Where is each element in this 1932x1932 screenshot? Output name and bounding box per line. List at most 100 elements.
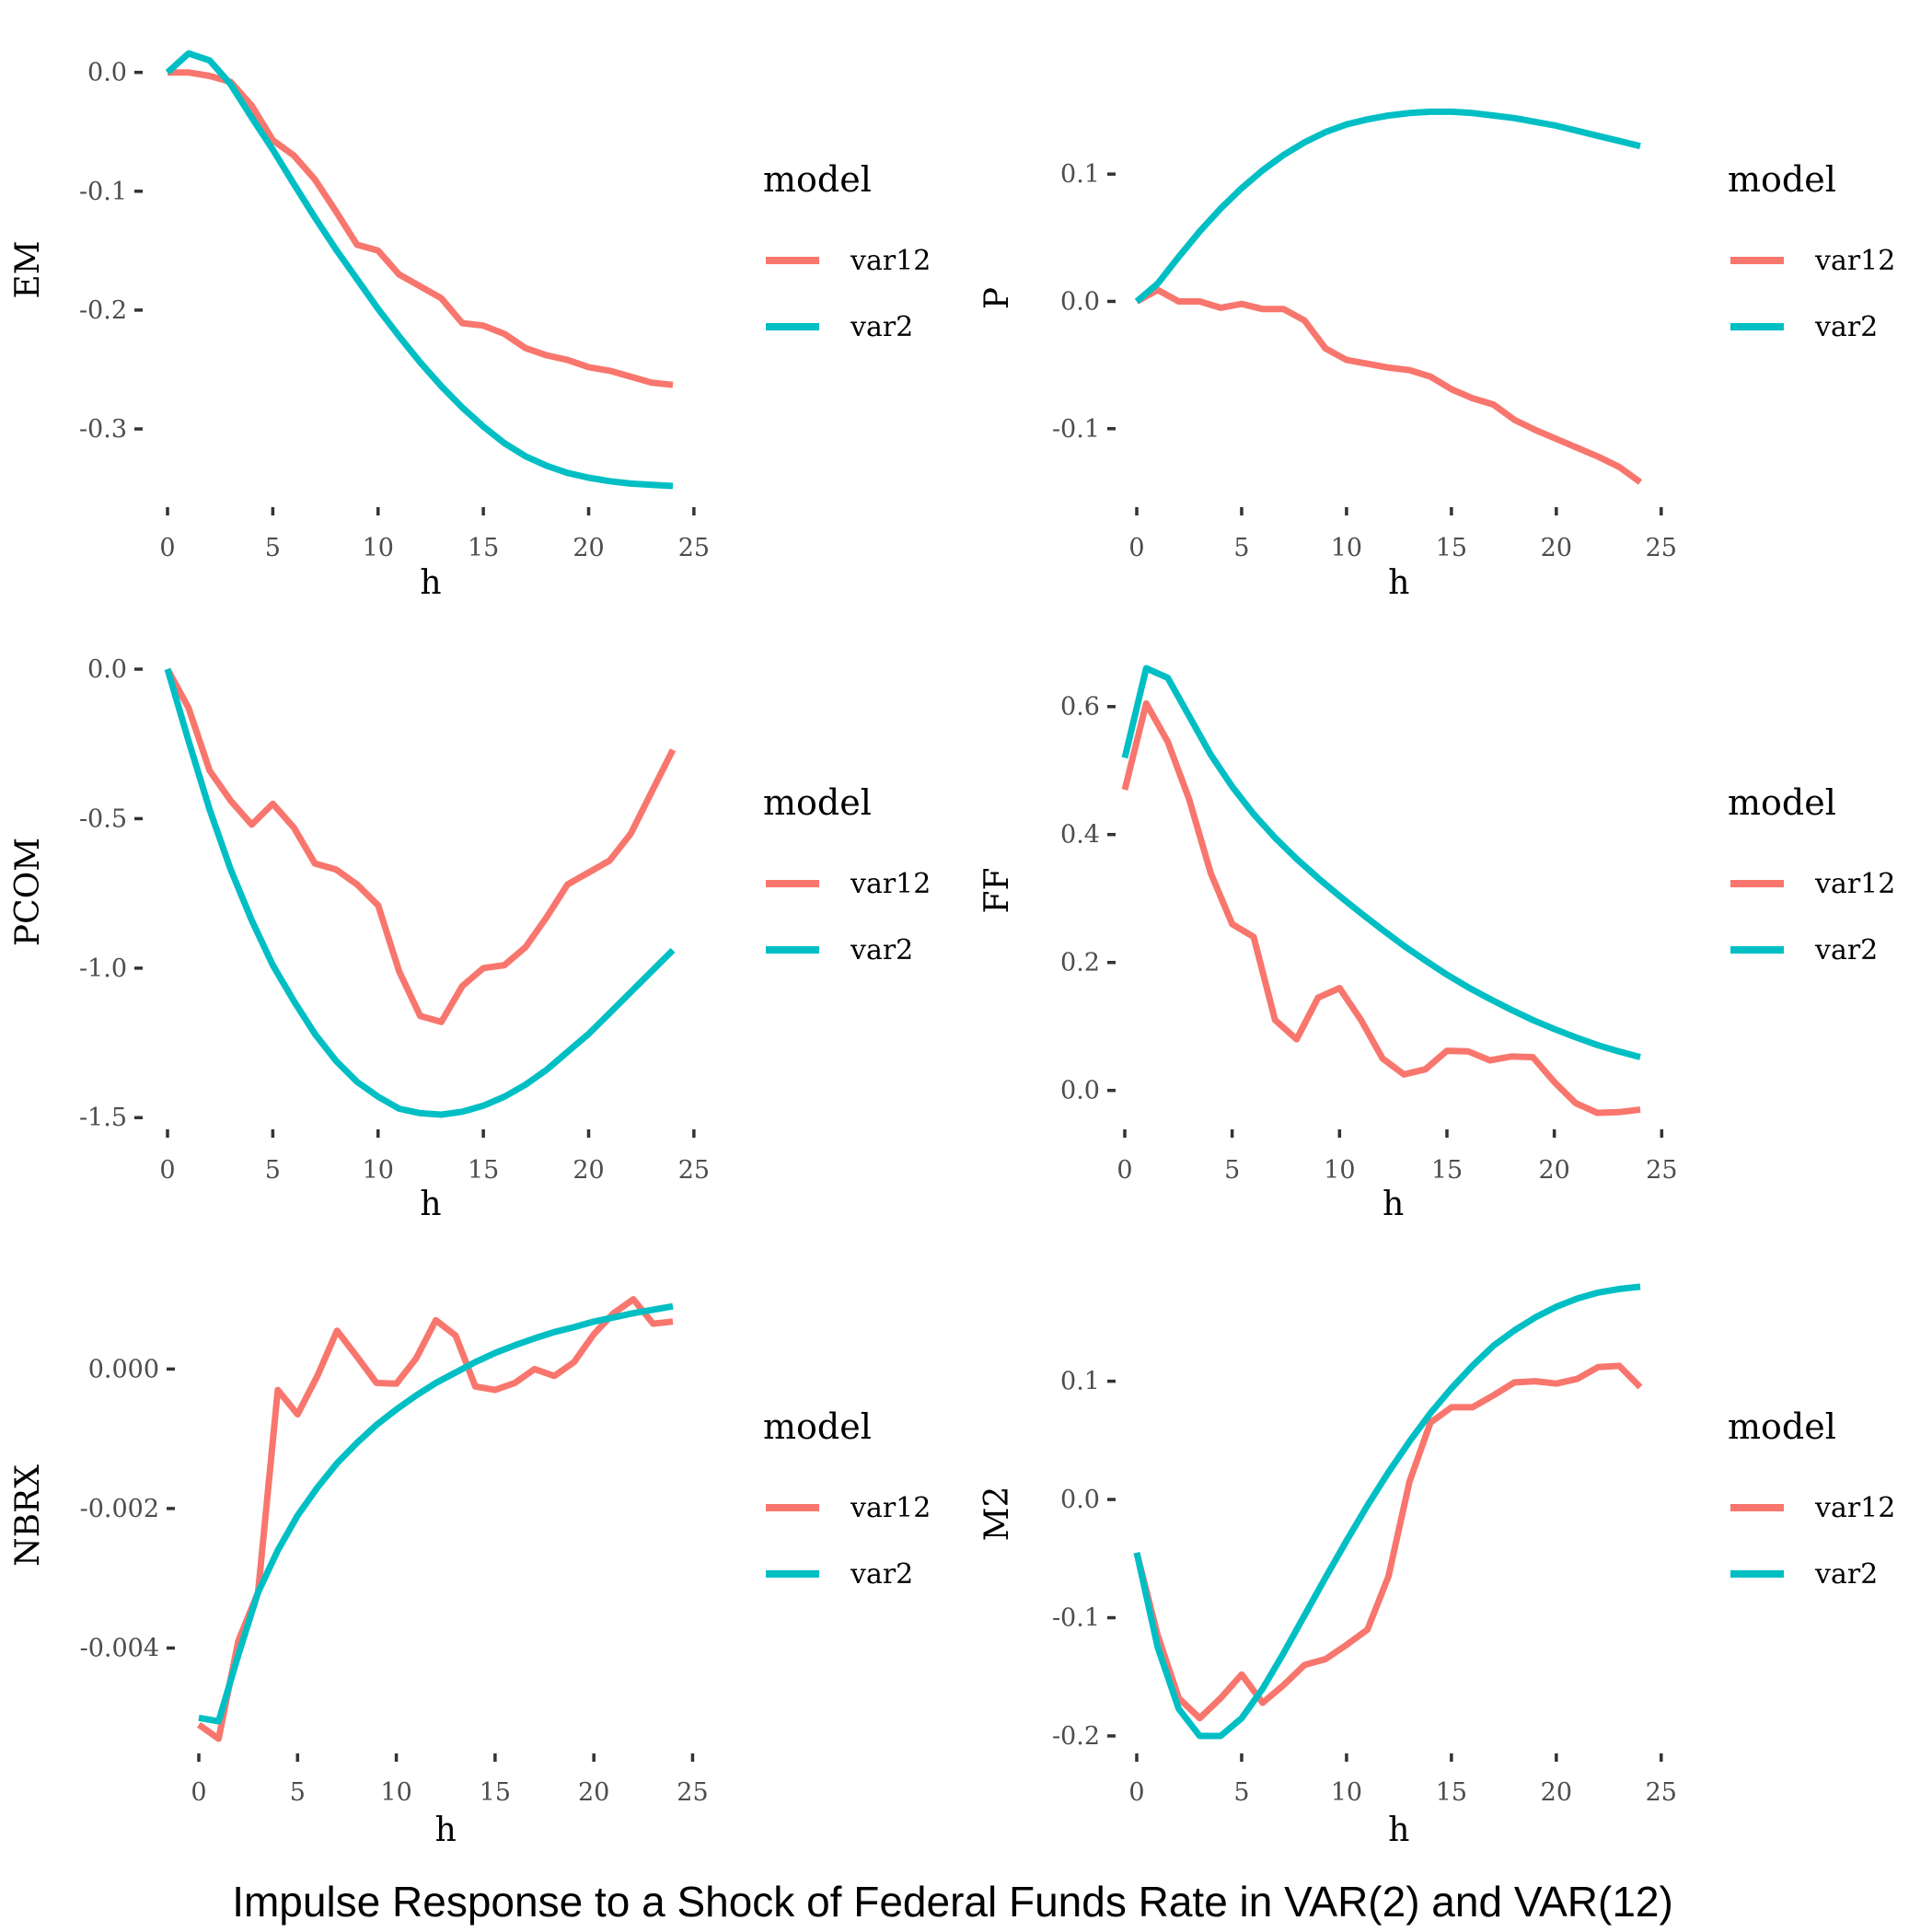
x-tick-label: 25 [1646,534,1677,562]
panel-nbrx: 0.000 -0.002 -0.004 0 5 10 15 20 25 h NBRX model var… [9,1296,931,1849]
series-line-var12 [1135,286,1643,485]
y-axis-title: PCOM [9,838,47,946]
y-tick-label: -0.1 [1052,1604,1100,1633]
x-tick-label: 20 [578,1778,609,1807]
legend-label-var12: var12 [1814,1492,1895,1524]
y-tick-label: 0.0 [87,59,127,87]
legend-label-var2: var2 [1814,1558,1878,1591]
y-tick-label: 0.4 [1060,821,1100,850]
y-axis-title: NBRX [9,1464,47,1567]
y-tick-label: 0.0 [1060,287,1100,316]
legend-label-var2: var2 [1814,311,1878,343]
y-tick-label: 0.2 [1060,949,1100,978]
y-tick-label: 0.6 [1060,693,1100,722]
x-tick-label: 0 [191,1778,206,1807]
legend-label-var2: var2 [850,934,913,966]
y-tick-label: -0.2 [1052,1722,1100,1751]
x-tick-label: 25 [1646,1778,1677,1807]
legend-title: model [763,1406,872,1447]
x-tick-label: 15 [1436,534,1467,562]
y-tick-label: -0.1 [79,178,127,206]
series-line-var2 [164,668,676,1118]
legend-label-var2: var2 [850,311,913,343]
x-axis-title: h [1382,1186,1404,1223]
series-line-var12 [164,667,677,1025]
legend-label-var12: var12 [850,1492,931,1524]
x-tick-label: 0 [1116,1156,1132,1185]
x-tick-label: 20 [573,1156,604,1185]
legend: model var12 var2 [763,782,931,966]
x-tick-label: 5 [265,1156,281,1185]
y-tick-label: 0.0 [87,655,127,684]
x-axis-title: h [1388,564,1409,602]
x-tick-label: 25 [677,1778,708,1807]
x-tick-label: 10 [1324,1156,1355,1185]
panel-pcom: 0.0 -0.5 -1.0 -1.5 0 5 10 15 20 25 h PCOM model var12… [9,655,931,1223]
series-line-var12 [1121,700,1641,1116]
x-tick-label: 20 [1538,1156,1569,1185]
series-line-var12 [1133,1362,1643,1722]
legend: model var12 var2 [1728,1406,1895,1591]
y-tick-label: 0.0 [1060,1077,1100,1105]
x-axis-title: h [1388,1811,1409,1849]
y-tick-label: 0.1 [1060,160,1100,189]
panel-em: 0.0 -0.1 -0.2 -0.3 0 5 10 15 20 25 h EM model var12 va… [9,50,931,602]
legend-title: model [1728,782,1836,823]
y-tick-label: 0.1 [1060,1368,1100,1396]
y-axis-title: FF [978,868,1016,914]
legend-label-var12: var12 [1814,868,1895,900]
legend-label-var12: var12 [850,245,931,277]
legend: model var12 var2 [763,1406,931,1591]
y-tick-label: 0.000 [88,1355,159,1383]
x-tick-label: 5 [1233,1778,1249,1807]
y-tick-label: 0.0 [1060,1486,1100,1514]
x-tick-label: 10 [1331,534,1362,562]
x-tick-label: 15 [468,534,499,562]
legend-label-var2: var2 [850,1558,913,1591]
panel-ff: 0.6 0.4 0.2 0.0 0 5 10 15 20 25 h FF model var12 var2 [978,665,1895,1223]
y-tick-label: -0.3 [79,415,127,444]
legend-label-var12: var12 [850,868,931,900]
x-tick-label: 25 [678,1156,710,1185]
figure-caption: Impulse Response to a Shock of Federal F… [232,1878,1673,1926]
x-axis-title: h [420,564,441,602]
x-tick-label: 20 [1541,534,1572,562]
legend-title: model [1728,1406,1836,1447]
x-tick-label: 10 [363,534,394,562]
legend: model var12 var2 [1728,159,1895,343]
legend-label-var2: var2 [1814,934,1878,966]
legend-title: model [763,782,872,823]
series-line-var2 [1121,665,1641,1060]
x-tick-label: 5 [290,1778,306,1807]
y-tick-label: -1.0 [79,954,127,983]
x-tick-label: 5 [265,534,281,562]
series-line-var12 [168,69,674,388]
y-tick-label: -0.002 [80,1495,159,1523]
x-tick-label: 5 [1233,534,1249,562]
x-tick-label: 15 [1436,1778,1467,1807]
x-tick-label: 25 [1646,1156,1677,1185]
x-tick-label: 0 [159,534,175,562]
series-line-var2 [165,50,674,490]
legend: model var12 var2 [763,159,931,343]
series-line-var12 [196,1296,674,1742]
y-tick-label: -1.5 [79,1104,127,1132]
x-tick-label: 15 [468,1156,499,1185]
x-tick-label: 0 [1128,534,1144,562]
x-tick-label: 20 [573,534,604,562]
x-tick-label: 10 [380,1778,411,1807]
y-axis-title: P [978,287,1016,309]
series-line-var2 [1134,108,1641,305]
x-tick-label: 25 [678,534,710,562]
series-line-var2 [198,1302,674,1725]
x-tick-label: 0 [159,1156,175,1185]
y-tick-label: -0.004 [80,1634,159,1662]
x-tick-label: 20 [1541,1778,1572,1807]
y-tick-label: -0.2 [79,296,127,325]
x-axis-title: h [420,1186,441,1223]
legend-title: model [763,159,872,200]
panels-container: 0.0 -0.1 -0.2 -0.3 0 5 10 15 20 25 h EM model var12 va… [9,50,1895,1849]
x-tick-label: 5 [1224,1156,1240,1185]
x-tick-label: 15 [1431,1156,1463,1185]
